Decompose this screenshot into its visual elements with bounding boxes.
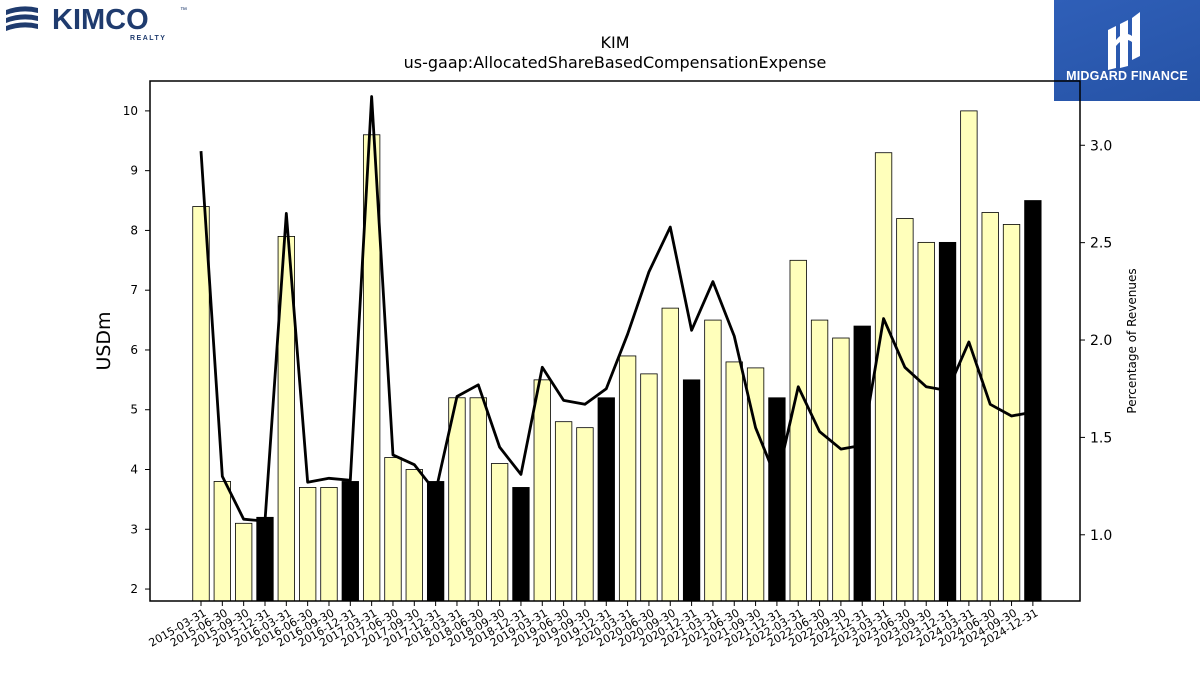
bar-2023-09-30	[917, 241, 935, 602]
bar-2020-06-30	[640, 373, 658, 602]
bar-2020-09-30	[661, 307, 679, 602]
plot-frame	[149, 80, 1081, 602]
bar-2021-06-30	[725, 361, 743, 602]
bar-2016-12-31	[341, 481, 359, 602]
bar-2023-03-31	[874, 152, 893, 602]
y2-tick-label: 1.0	[1090, 528, 1112, 544]
bar-2015-06-30	[213, 481, 231, 602]
bar-2017-06-30	[384, 457, 402, 602]
bar-2020-12-31	[682, 379, 701, 602]
kimco-logo-mark: KIMCO ™ REALTY	[6, 4, 187, 42]
bar-2019-06-30	[554, 421, 573, 602]
y2-tick-label: 3.0	[1090, 138, 1112, 154]
y-axis-left: 2 3 4 5 6 7 8 9 10	[123, 104, 150, 596]
y2-tick-label: 1.5	[1090, 430, 1112, 446]
bar-2018-12-31	[512, 487, 530, 602]
logo-swoosh-1	[6, 6, 38, 15]
logo-wordmark: KIMCO	[52, 4, 149, 36]
bar-2022-06-30	[810, 319, 829, 602]
bar-2021-03-31	[704, 319, 722, 602]
bar-2019-12-31	[597, 397, 615, 602]
logo-tagline: REALTY	[130, 35, 166, 42]
bar-2016-06-30	[298, 487, 317, 602]
bar-2015-12-31	[256, 516, 274, 602]
y-tick-label: 8	[130, 223, 138, 237]
midgard-logo-text: MIDGARD FINANCE	[1066, 69, 1188, 83]
y-tick-label: 7	[130, 283, 138, 297]
bar-2019-03-31	[533, 379, 551, 602]
bar-2015-03-31	[192, 206, 210, 602]
chart-subtitle: us-gaap:AllocatedShareBasedCompensationE…	[404, 53, 827, 72]
y-tick-label: 6	[130, 343, 138, 357]
bar-2020-03-31	[618, 355, 637, 602]
y-tick-label: 4	[130, 463, 138, 477]
y-tick-label: 10	[123, 104, 138, 118]
logo-swoosh-2	[6, 14, 38, 23]
logo-swoosh-3	[6, 22, 38, 31]
logo-trademark: ™	[180, 7, 187, 14]
chart-title: KIM	[600, 33, 629, 52]
midgard-emblem-icon	[1108, 12, 1140, 70]
bar-2018-06-30	[469, 397, 487, 602]
y-axis-label: USDm	[93, 311, 115, 370]
percentage-line	[199, 95, 1034, 523]
y-tick-label: 9	[130, 164, 138, 178]
y-tick-label: 2	[130, 582, 138, 596]
y-tick-label: 5	[130, 403, 138, 417]
bar-2023-06-30	[896, 218, 914, 602]
bar-2017-12-31	[426, 481, 445, 602]
bar-2018-09-30	[490, 463, 509, 602]
y-tick-label: 3	[130, 522, 138, 536]
midgard-finance-logo: MIDGARD FINANCE	[1054, 0, 1200, 101]
bar-2019-09-30	[576, 427, 594, 602]
bar-2023-12-31	[938, 241, 957, 602]
bar-2015-09-30	[235, 522, 253, 602]
y2-axis-label: Percentage of Revenues	[1125, 268, 1139, 413]
bar-2017-09-30	[405, 469, 423, 602]
line-layer	[199, 95, 1034, 523]
bar-2022-12-31	[853, 325, 871, 602]
x-axis: 2015-03-312015-06-302015-09-302015-12-31…	[147, 601, 1040, 650]
bar-2022-03-31	[789, 259, 807, 602]
bar-2016-09-30	[320, 487, 338, 602]
bar-2022-09-30	[832, 337, 850, 602]
y2-tick-label: 2.5	[1090, 236, 1112, 252]
kimco-realty-logo: KIMCO ™ REALTY	[4, 4, 190, 42]
y-axis-right: 1.0 1.5 2.0 2.5 3.0	[1080, 138, 1112, 544]
bar-2024-12-31	[1024, 200, 1042, 602]
bars-layer	[192, 110, 1042, 602]
y2-tick-label: 2.0	[1090, 333, 1112, 349]
bar-2021-12-31	[768, 397, 786, 602]
